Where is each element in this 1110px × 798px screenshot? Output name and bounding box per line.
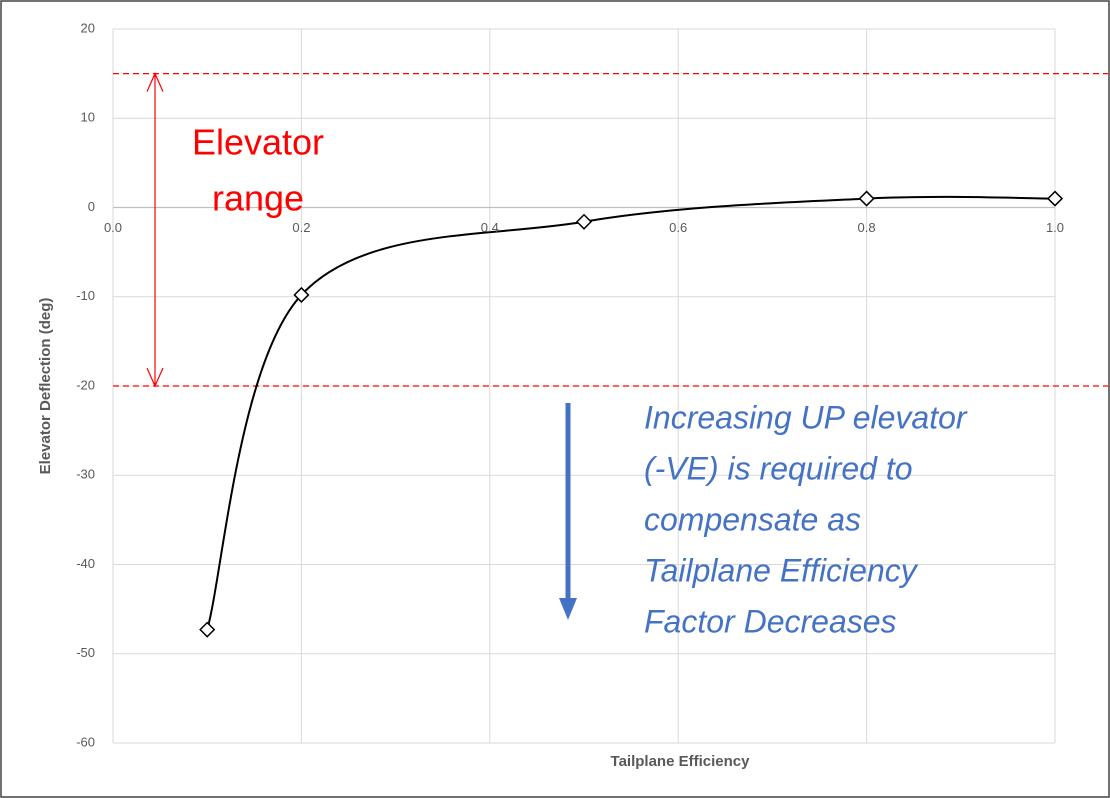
- annotation: Factor Decreases: [644, 603, 897, 639]
- annotation: (-VE) is required to: [644, 450, 913, 486]
- marker: [1046, 190, 1064, 207]
- y-tick-label: 10: [81, 110, 95, 125]
- range-arrow: [146, 72, 164, 388]
- x-axis-title: Tailplane Efficiency: [611, 753, 751, 770]
- annotation: Tailplane Efficiency: [644, 552, 919, 588]
- annotation: Increasing UP elevator: [644, 399, 968, 435]
- x-tick-label: 0.8: [858, 220, 876, 235]
- y-tick-label: 20: [81, 20, 95, 35]
- x-tick-label: 0.4: [481, 220, 499, 235]
- down-arrow-head: [559, 598, 577, 620]
- marker: [293, 286, 310, 304]
- annotation: range: [212, 178, 304, 219]
- x-tick-label: 0.6: [669, 220, 687, 235]
- y-axis-title: Elevator Deflection (deg): [37, 298, 54, 475]
- y-tick-label: -20: [76, 377, 95, 392]
- y-tick-label: -60: [76, 734, 95, 749]
- y-tick-label: -50: [76, 645, 95, 660]
- marker: [199, 621, 216, 638]
- marker: [858, 190, 875, 207]
- x-tick-label: 0.2: [292, 220, 310, 235]
- x-tick-label: 1.0: [1046, 220, 1064, 235]
- marks: Elevator range Increasing UP elevator (-VE)…: [113, 72, 1108, 639]
- y-tick-label: -40: [76, 556, 95, 571]
- y-tick-label: -30: [76, 467, 95, 482]
- x-tick-label: 0.0: [104, 220, 122, 235]
- y-tick-label: -10: [76, 288, 95, 303]
- y-tick-label: 0: [88, 199, 95, 214]
- annotation: Elevator: [192, 122, 324, 163]
- series-line: [206, 195, 1056, 630]
- marker: [575, 213, 593, 230]
- annotation: compensate as: [644, 501, 861, 537]
